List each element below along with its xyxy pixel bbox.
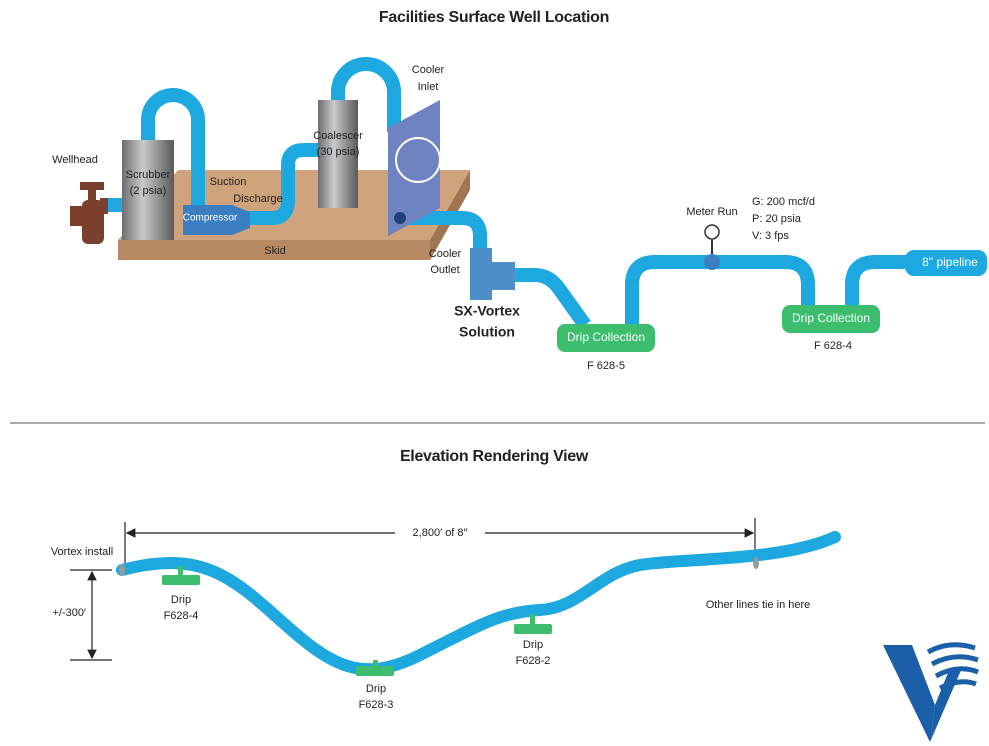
label: P: 20 psia	[752, 213, 802, 225]
label: Wellhead	[52, 154, 98, 166]
label: Discharge	[233, 193, 283, 205]
outlet	[394, 212, 406, 224]
label: Compressor	[183, 213, 238, 224]
label: Cooler	[412, 64, 445, 76]
label: Drip	[523, 639, 543, 651]
label: F628-4	[164, 610, 199, 622]
label: 8" pipeline	[922, 255, 978, 269]
label: Coalescer	[313, 130, 363, 142]
surface-view: Facilities Surface Well Location Skid We…	[52, 9, 987, 372]
title: Elevation Rendering View	[400, 448, 589, 465]
label: (30 psia)	[317, 146, 360, 158]
label: Drip Collection	[792, 311, 870, 325]
gauge	[705, 225, 719, 239]
wellhead	[70, 182, 108, 244]
label: V: 3 fps	[752, 230, 789, 242]
label: Skid	[264, 245, 285, 257]
pipe	[632, 262, 808, 325]
pipe	[852, 262, 910, 308]
label: F628-3	[359, 699, 394, 711]
label: +/-300′	[52, 607, 86, 619]
label: (2 psia)	[130, 185, 167, 197]
label: Outlet	[430, 264, 459, 276]
label: F 628-5	[587, 360, 625, 372]
label: Meter Run	[686, 206, 737, 218]
label: Drip	[366, 683, 386, 695]
label: Cooler	[429, 248, 462, 260]
label: Vortex install	[51, 546, 113, 558]
sx-vortex	[470, 248, 515, 300]
label: Scrubber	[126, 169, 171, 181]
title: Facilities Surface Well Location	[379, 9, 609, 26]
label: 2,800′ of 8″	[413, 527, 468, 539]
label: F628-2	[516, 655, 551, 667]
label: Drip Collection	[567, 330, 645, 344]
tie-in	[753, 557, 759, 569]
meter	[704, 254, 720, 270]
diagram: Facilities Surface Well Location Skid We…	[0, 0, 989, 746]
label: Other lines tie in here	[706, 599, 811, 611]
label: Drip	[171, 594, 191, 606]
label: Inlet	[418, 81, 439, 93]
logo	[883, 645, 978, 742]
label: Solution	[459, 324, 515, 340]
vortex	[119, 564, 125, 576]
label: Suction	[210, 176, 247, 188]
label: G: 200 mcf/d	[752, 196, 815, 208]
elevation-view: Elevation Rendering View 2,800′ of 8″ Vo…	[51, 448, 835, 711]
label: F 628-4	[814, 340, 852, 352]
label: SX-Vortex	[454, 303, 520, 319]
